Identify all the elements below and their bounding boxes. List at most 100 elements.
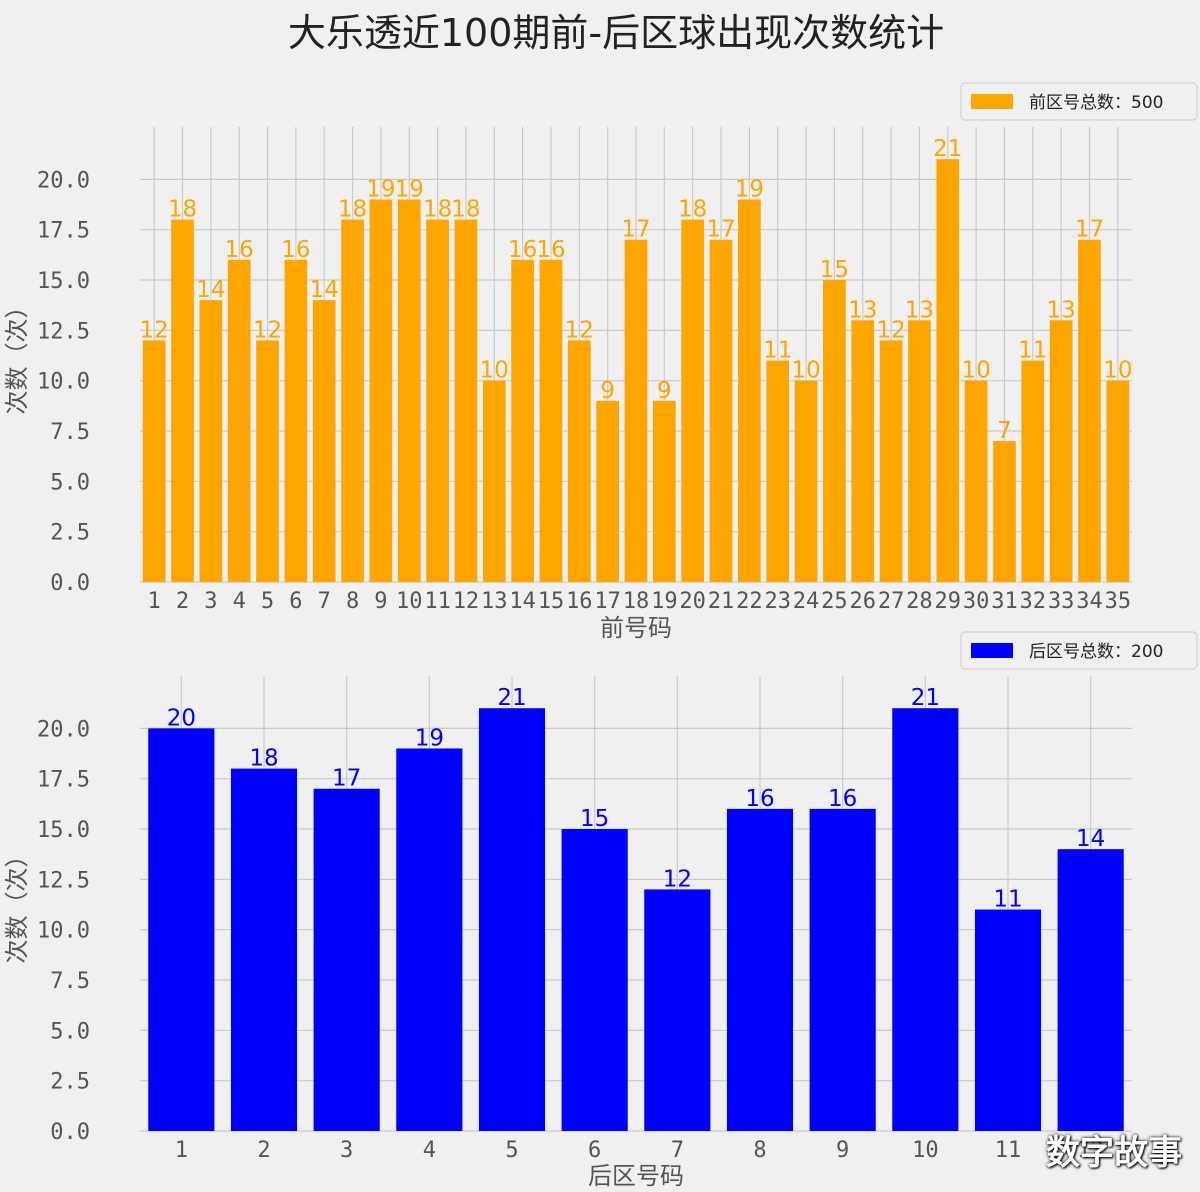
bar — [256, 340, 279, 582]
x-tick-label: 19 — [651, 589, 678, 614]
bar — [993, 441, 1016, 582]
x-tick-label: 1 — [148, 589, 161, 614]
x-tick-label: 5 — [261, 589, 274, 614]
x-tick-label: 13 — [481, 589, 508, 614]
bar — [396, 748, 463, 1131]
x-tick-label: 2 — [257, 1138, 270, 1163]
bar-value-label: 18 — [423, 197, 452, 223]
bar — [341, 219, 364, 582]
bar-value-label: 18 — [249, 746, 278, 772]
x-tick-label: 14 — [509, 589, 536, 614]
x-tick-label: 11 — [995, 1138, 1022, 1163]
bar — [709, 239, 733, 583]
x-tick-label: 18 — [623, 589, 650, 614]
bar-value-label: 17 — [706, 217, 735, 243]
bar-value-label: 10 — [791, 358, 820, 384]
bar — [681, 219, 705, 582]
bar — [148, 728, 215, 1131]
x-tick-label: 23 — [764, 589, 791, 614]
bar-value-label: 14 — [196, 277, 225, 303]
bar — [1078, 239, 1101, 583]
y-tick-label: 0.0 — [50, 571, 90, 596]
bar — [809, 808, 876, 1131]
bar — [171, 219, 194, 582]
x-tick-label: 24 — [793, 589, 820, 614]
watermark: 数字故事 — [1046, 1133, 1182, 1173]
x-axis-label: 后区号码 — [588, 1162, 684, 1190]
x-tick-label: 2 — [176, 589, 189, 614]
bar — [284, 259, 308, 582]
x-tick-label: 11 — [424, 589, 451, 614]
bar-value-label: 19 — [735, 176, 764, 202]
bar-value-label: 16 — [745, 786, 774, 812]
bar-value-label: 16 — [508, 237, 537, 263]
bar — [596, 400, 619, 582]
bar — [644, 889, 711, 1131]
bar-value-label: 13 — [848, 297, 877, 323]
bar-value-label: 17 — [621, 217, 650, 243]
bar — [974, 909, 1042, 1131]
bar — [482, 380, 506, 582]
x-tick-label: 3 — [340, 1138, 353, 1163]
x-tick-label: 29 — [935, 589, 962, 614]
bar-value-label: 9 — [600, 378, 615, 404]
x-tick-label: 31 — [991, 589, 1018, 614]
bar — [1021, 360, 1045, 582]
bar-value-label: 12 — [663, 866, 692, 892]
bar — [313, 788, 380, 1131]
y-axis-label: 次数（次） — [3, 295, 31, 415]
x-tick-label: 4 — [423, 1138, 436, 1163]
x-tick-label: 1 — [175, 1138, 188, 1163]
bar-value-label: 18 — [451, 197, 480, 223]
x-tick-label: 21 — [708, 589, 735, 614]
bar-value-label: 16 — [281, 237, 310, 263]
bar-value-label: 12 — [876, 317, 905, 343]
x-tick-label: 6 — [289, 589, 302, 614]
bar-value-label: 19 — [395, 176, 424, 202]
bar-value-label: 19 — [366, 176, 395, 202]
chart-title: 大乐透近100期前-后区球出现次数统计 — [287, 11, 945, 55]
bar — [369, 199, 393, 582]
x-axis-label: 前号码 — [600, 614, 672, 642]
bar — [567, 340, 591, 582]
bar-value-label: 15 — [580, 806, 609, 832]
x-tick-label: 27 — [878, 589, 905, 614]
x-tick-label: 12 — [453, 589, 480, 614]
bar — [142, 340, 166, 582]
bar — [823, 280, 846, 582]
bar — [454, 219, 478, 582]
x-tick-label: 16 — [566, 589, 593, 614]
bar-value-label: 18 — [678, 197, 707, 223]
x-tick-label: 8 — [753, 1138, 766, 1163]
x-tick-label: 25 — [821, 589, 848, 614]
bar — [1106, 380, 1130, 582]
bar — [199, 300, 223, 582]
x-tick-label: 10 — [396, 589, 423, 614]
legend-swatch — [971, 94, 1013, 109]
x-tick-label: 7 — [671, 1138, 684, 1163]
x-tick-label: 32 — [1020, 589, 1047, 614]
x-tick-label: 3 — [204, 589, 217, 614]
x-tick-label: 10 — [912, 1138, 939, 1163]
x-tick-label: 33 — [1048, 589, 1075, 614]
bar-value-label: 12 — [565, 317, 594, 343]
bar — [738, 199, 761, 582]
bar — [936, 159, 960, 582]
bar-value-label: 14 — [1076, 826, 1105, 852]
bar — [624, 239, 648, 583]
bar-value-label: 11 — [1018, 338, 1047, 364]
bar — [1049, 320, 1073, 582]
bar — [1057, 849, 1124, 1131]
y-tick-label: 5.0 — [50, 470, 90, 495]
bar-value-label: 10 — [961, 358, 990, 384]
x-tick-label: 6 — [588, 1138, 601, 1163]
bar — [561, 829, 628, 1131]
bar — [726, 808, 794, 1131]
bar-value-label: 16 — [536, 237, 565, 263]
y-tick-label: 20.0 — [37, 717, 90, 742]
bar — [908, 320, 931, 582]
x-tick-label: 15 — [538, 589, 565, 614]
bar-value-label: 16 — [828, 786, 857, 812]
bar — [227, 259, 251, 582]
y-tick-label: 5.0 — [50, 1019, 90, 1044]
